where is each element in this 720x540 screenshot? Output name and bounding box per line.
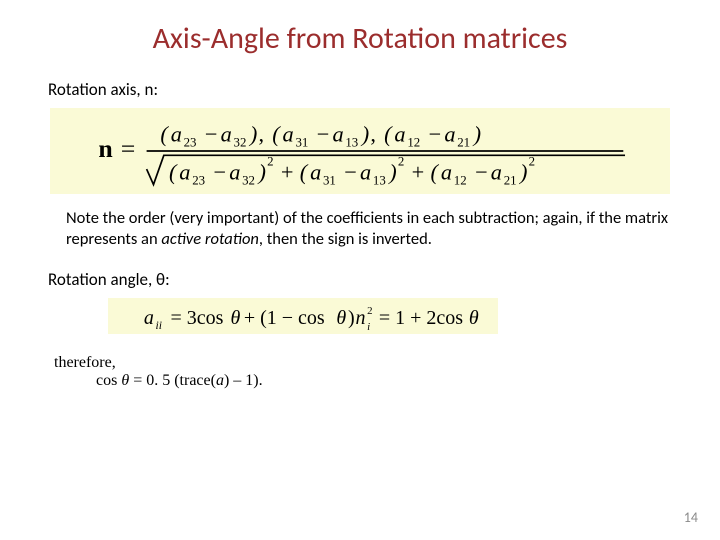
- svg-text:): ): [472, 122, 481, 147]
- svg-text:(: (: [169, 159, 178, 184]
- therefore-label: therefore,: [54, 354, 672, 372]
- svg-text:): ): [518, 159, 527, 184]
- svg-text:2: 2: [398, 155, 404, 169]
- svg-text:(: (: [431, 159, 440, 184]
- svg-text:−: −: [315, 122, 330, 147]
- svg-text:+ (1 − cos: + (1 − cos: [244, 307, 325, 329]
- svg-text:= 1 + 2cos: = 1 + 2cos: [379, 307, 463, 329]
- svg-text:2: 2: [529, 155, 535, 169]
- svg-text:a: a: [441, 159, 452, 184]
- svg-text:): ): [387, 159, 396, 184]
- slide-content: Axis-Angle from Rotation matrices Rotati…: [0, 0, 720, 540]
- svg-text:+: +: [412, 159, 425, 184]
- svg-text:−: −: [212, 159, 227, 184]
- svg-text:a: a: [444, 122, 455, 147]
- denominator: ( a23 − a32 )2 + ( a31 − a13 )2 + ( a12 …: [147, 155, 625, 188]
- numerator: ( a23 − a32 ) , ( a31 − a13 ) , ( a12 − …: [160, 122, 481, 150]
- svg-text:a: a: [171, 122, 182, 147]
- svg-text:(: (: [300, 159, 309, 184]
- svg-text:,: ,: [258, 122, 264, 147]
- svg-text:): ): [256, 159, 265, 184]
- svg-text:): ): [360, 122, 369, 147]
- svg-text:2: 2: [267, 155, 273, 169]
- svg-text:2: 2: [367, 305, 372, 317]
- svg-text:13: 13: [373, 174, 386, 188]
- svg-text:12: 12: [454, 174, 467, 188]
- svg-text:21: 21: [504, 174, 517, 188]
- svg-text:13: 13: [345, 136, 358, 150]
- equals-sign: =: [121, 134, 136, 163]
- label-rotation-angle: Rotation angle, θ:: [48, 269, 672, 290]
- svg-text:θ: θ: [336, 307, 346, 329]
- svg-text:a: a: [394, 122, 405, 147]
- page-number: 14: [684, 509, 698, 526]
- svg-text:23: 23: [192, 174, 205, 188]
- svg-text:,: ,: [370, 122, 376, 147]
- svg-text:a: a: [310, 159, 321, 184]
- formula-axis: n = ( a23 − a32 ) , ( a31 − a13 ) , ( a1…: [50, 108, 670, 194]
- svg-text:ii: ii: [156, 319, 162, 332]
- svg-text:(: (: [160, 122, 169, 147]
- svg-text:n: n: [356, 307, 366, 329]
- svg-text:12: 12: [407, 136, 420, 150]
- label-rotation-axis: Rotation axis, n:: [48, 79, 672, 100]
- svg-text:): ): [348, 307, 355, 329]
- svg-text:θ: θ: [469, 307, 479, 329]
- svg-text:a: a: [360, 159, 371, 184]
- order-note: Note the order (very important) of the c…: [66, 208, 672, 251]
- svg-text:−: −: [427, 122, 442, 147]
- svg-text:a: a: [229, 159, 240, 184]
- svg-text:(: (: [272, 122, 281, 147]
- svg-text:23: 23: [184, 136, 197, 150]
- svg-text:+: +: [281, 159, 294, 184]
- svg-text:−: −: [203, 122, 218, 147]
- svg-text:−: −: [343, 159, 358, 184]
- svg-text:−: −: [474, 159, 489, 184]
- svg-text:= 3cos: = 3cos: [171, 307, 224, 329]
- formula-angle-svg: aii = 3cosθ + (1 − cosθ) n2i = 1 + 2cosθ: [118, 304, 488, 334]
- svg-text:32: 32: [234, 136, 247, 150]
- svg-text:a: a: [144, 307, 154, 329]
- page-title: Axis-Angle from Rotation matrices: [48, 20, 672, 57]
- svg-text:a: a: [179, 159, 190, 184]
- svg-text:21: 21: [457, 136, 470, 150]
- svg-text:a: a: [491, 159, 502, 184]
- svg-text:θ: θ: [231, 307, 241, 329]
- svg-text:31: 31: [323, 174, 336, 188]
- lhs-n: n: [98, 134, 112, 163]
- svg-text:i: i: [367, 321, 370, 333]
- svg-text:(: (: [384, 122, 393, 147]
- formula-axis-svg: n = ( a23 − a32 ) , ( a31 − a13 ) , ( a1…: [60, 114, 660, 188]
- formula-angle: aii = 3cosθ + (1 − cosθ) n2i = 1 + 2cosθ: [108, 298, 498, 334]
- svg-text:31: 31: [295, 136, 308, 150]
- svg-text:a: a: [332, 122, 343, 147]
- cos-equation: cos θ = 0. 5 (trace(a) – 1).: [96, 372, 672, 390]
- svg-text:): ): [248, 122, 257, 147]
- svg-text:a: a: [221, 122, 232, 147]
- svg-text:32: 32: [242, 174, 255, 188]
- svg-text:a: a: [283, 122, 294, 147]
